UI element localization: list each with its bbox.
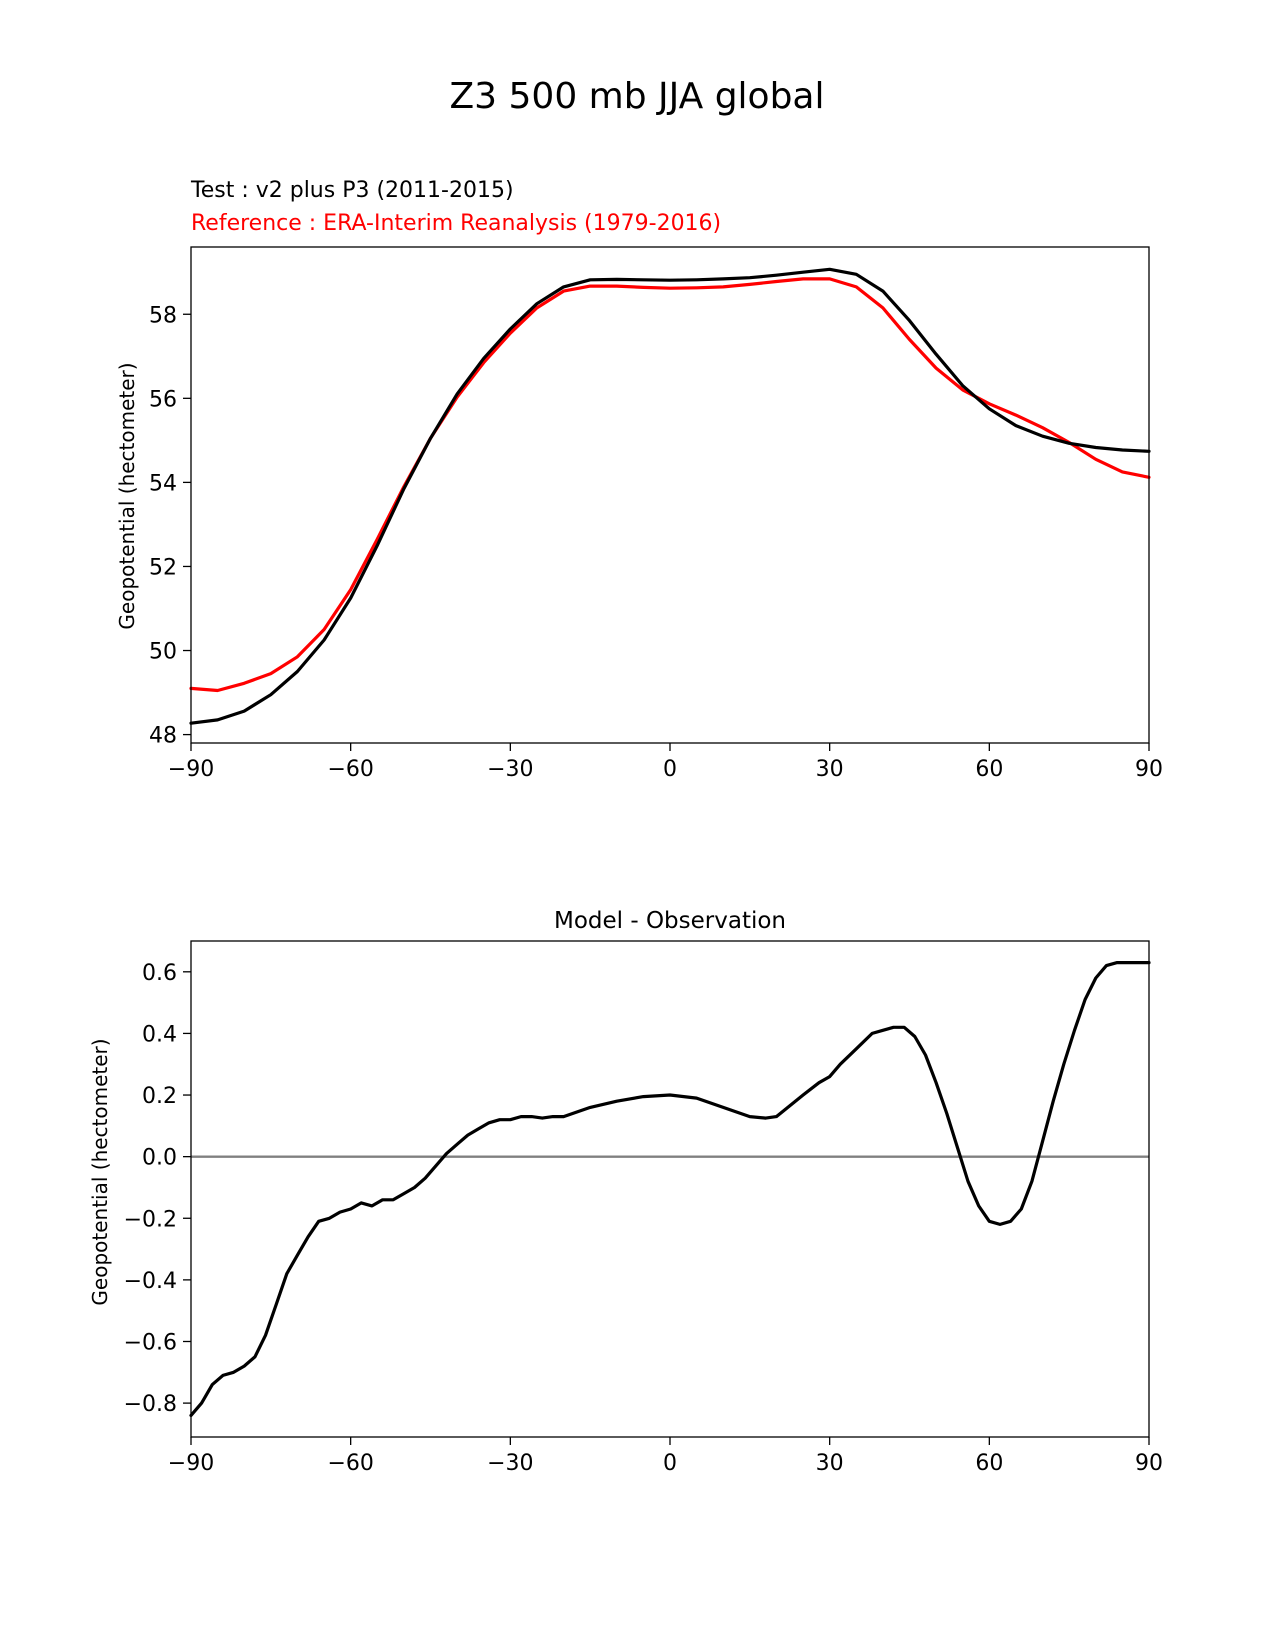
difference-series-line [189, 961, 1151, 1417]
reference-label: Reference : ERA-Interim Reanalysis (1979… [191, 211, 721, 236]
y-tick-label: −0.8 [124, 1392, 177, 1417]
bottom-y-axis-label: Geopotential (hectometer) [88, 1038, 112, 1305]
top-x-ticks: −90 −60 −30 0 30 60 90 [168, 743, 1163, 782]
x-tick-label: 30 [816, 757, 844, 782]
y-tick-label: 54 [149, 471, 177, 496]
top-plot-frame [190, 246, 1150, 744]
y-tick-label: 56 [149, 387, 177, 412]
bottom-chart-title: Model - Observation [554, 908, 786, 934]
bottom-plot-frame [190, 940, 1150, 1438]
x-tick-label: −30 [487, 757, 533, 782]
x-tick-label: −90 [168, 757, 214, 782]
y-tick-label: 0.2 [142, 1084, 177, 1109]
x-tick-label: −60 [327, 757, 373, 782]
y-tick-label: 0.6 [142, 961, 177, 986]
reference-series-line [189, 277, 1151, 693]
y-tick-label: 58 [149, 303, 177, 328]
y-tick-label: 48 [149, 724, 177, 749]
x-tick-label: 60 [975, 1451, 1003, 1476]
x-tick-label: 30 [816, 1451, 844, 1476]
bottom-y-ticks: −0.8 −0.6 −0.4 −0.2 0.0 0.2 0.4 0.6 [124, 961, 191, 1417]
test-series-line [189, 267, 1151, 725]
x-tick-label: 0 [663, 1451, 677, 1476]
y-tick-label: −0.4 [124, 1269, 177, 1294]
test-label: Test : v2 plus P3 (2011-2015) [190, 178, 514, 203]
x-tick-label: −30 [487, 1451, 533, 1476]
y-tick-label: 0.4 [142, 1022, 177, 1047]
x-tick-label: 60 [975, 757, 1003, 782]
y-tick-label: 50 [149, 640, 177, 665]
top-y-axis-label: Geopotential (hectometer) [115, 362, 139, 629]
x-tick-label: 0 [663, 757, 677, 782]
top-y-ticks: 48 50 52 54 56 58 [149, 303, 191, 749]
x-tick-label: −90 [168, 1451, 214, 1476]
y-tick-label: 52 [149, 555, 177, 580]
x-tick-label: 90 [1135, 1451, 1163, 1476]
x-tick-label: −60 [327, 1451, 373, 1476]
bottom-chart: Model - Observation Geopotential (hectom… [88, 908, 1163, 1476]
figure-title: Z3 500 mb JJA global [450, 76, 825, 117]
y-tick-label: −0.2 [124, 1207, 177, 1232]
top-chart: Test : v2 plus P3 (2011-2015) Reference … [115, 178, 1163, 782]
y-tick-label: −0.6 [124, 1330, 177, 1355]
x-tick-label: 90 [1135, 757, 1163, 782]
bottom-x-ticks: −90 −60 −30 0 30 60 90 [168, 1437, 1163, 1476]
y-tick-label: 0.0 [142, 1146, 177, 1171]
